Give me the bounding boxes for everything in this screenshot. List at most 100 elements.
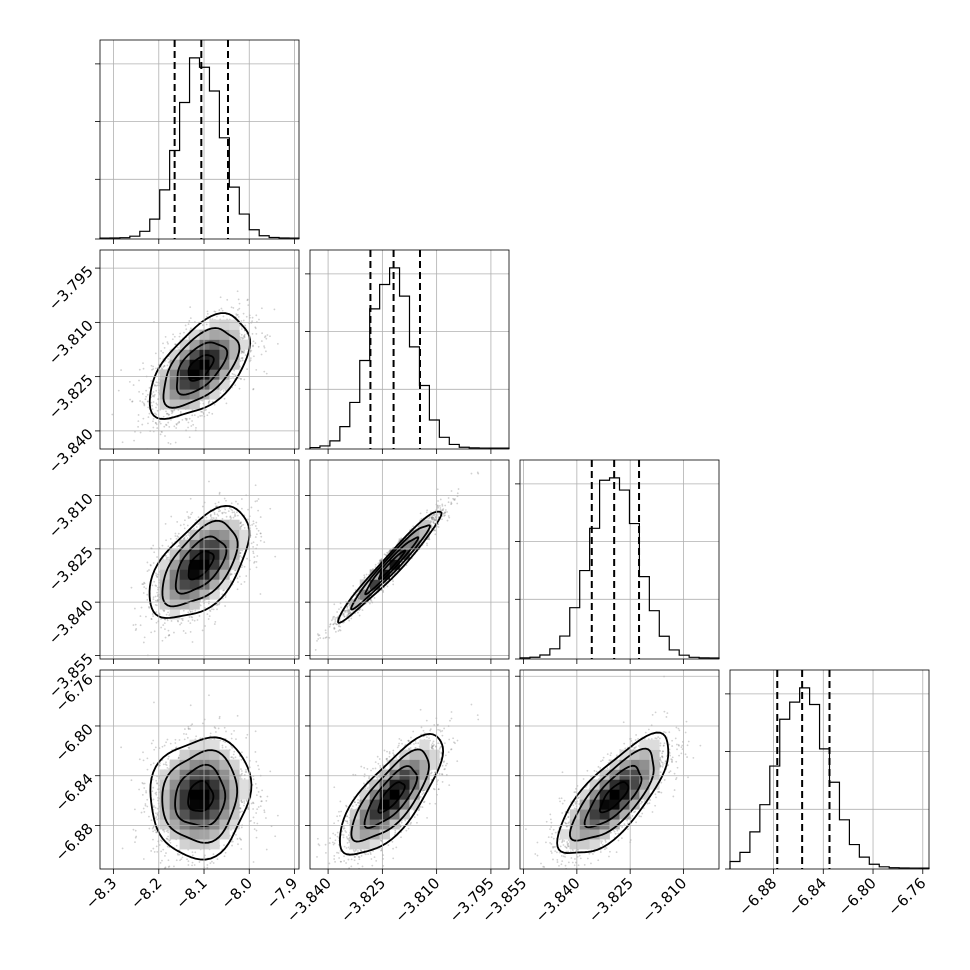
sample-point — [208, 615, 211, 618]
density-cell — [209, 559, 220, 570]
sample-point — [187, 421, 190, 424]
sample-point — [257, 509, 260, 512]
sample-point — [428, 517, 430, 520]
sample-point — [156, 600, 159, 603]
sample-point — [198, 615, 201, 617]
sample-point — [430, 517, 433, 519]
sample-point — [205, 408, 208, 411]
sample-point — [191, 619, 194, 621]
sample-point — [156, 576, 159, 578]
sample-point — [216, 604, 218, 607]
sample-point — [221, 309, 224, 312]
sample-point — [187, 611, 190, 614]
sample-point — [167, 414, 170, 416]
sample-point — [254, 326, 257, 329]
sample-point — [263, 346, 266, 349]
sample-point — [263, 345, 265, 348]
sample-point — [243, 350, 246, 352]
sample-point — [154, 422, 157, 425]
sample-point — [206, 310, 209, 313]
sample-point — [240, 525, 243, 528]
sample-point — [251, 332, 254, 335]
sample-point — [159, 422, 162, 425]
sample-point — [176, 619, 179, 622]
sample-point — [234, 569, 237, 572]
sample-point — [338, 623, 341, 626]
sample-point — [265, 337, 268, 340]
sample-point — [165, 424, 168, 427]
sample-point — [156, 575, 158, 578]
sample-point — [241, 351, 244, 354]
density-cell — [219, 369, 230, 380]
density-cell — [219, 579, 230, 590]
sample-point — [131, 400, 134, 403]
density-cell — [229, 519, 240, 530]
sample-point — [241, 359, 244, 362]
sample-point — [141, 423, 144, 426]
sample-point — [243, 335, 245, 337]
sample-point — [176, 546, 179, 548]
sample-point — [133, 439, 135, 442]
sample-point — [336, 616, 339, 619]
sample-point — [177, 544, 180, 547]
sample-point — [146, 598, 149, 601]
sample-point — [246, 557, 248, 560]
sample-point — [257, 345, 260, 348]
sample-point — [259, 593, 262, 595]
sample-point — [185, 418, 188, 420]
sample-point — [229, 516, 232, 518]
density-cell — [169, 559, 180, 570]
sample-point — [177, 532, 180, 535]
sample-point — [211, 412, 214, 415]
sample-point — [222, 315, 225, 318]
sample-point — [180, 617, 183, 620]
sample-point — [156, 556, 158, 558]
sample-point — [208, 609, 211, 612]
sample-point — [205, 315, 208, 318]
sample-point — [236, 514, 239, 517]
sample-point — [269, 335, 271, 338]
sample-point — [243, 526, 246, 529]
density-cell — [219, 329, 230, 340]
sample-point — [164, 628, 166, 630]
sample-point — [216, 513, 219, 516]
sample-point — [121, 441, 124, 444]
sample-point — [154, 584, 157, 587]
sample-point — [150, 618, 153, 621]
sample-point — [240, 522, 242, 524]
sample-point — [193, 619, 196, 622]
sample-point — [159, 357, 162, 360]
density-cell — [189, 399, 200, 410]
sample-point — [441, 504, 444, 507]
sample-point — [157, 598, 159, 601]
density-cell — [199, 379, 210, 390]
sample-point — [240, 333, 243, 336]
sample-point — [167, 556, 169, 559]
sample-point — [239, 554, 242, 557]
sample-point — [148, 606, 151, 609]
sample-point — [194, 609, 197, 612]
sample-point — [216, 603, 219, 606]
sample-point — [139, 431, 142, 434]
sample-point — [165, 410, 167, 413]
sample-point — [229, 579, 232, 582]
sample-point — [235, 511, 238, 514]
sample-point — [255, 332, 258, 335]
sample-point — [190, 513, 193, 516]
sample-point — [208, 480, 210, 483]
density-cell — [159, 599, 170, 610]
density-cell — [229, 559, 240, 570]
contour-level-3 — [148, 504, 251, 619]
sample-point — [256, 555, 259, 557]
sample-point — [156, 409, 159, 412]
sample-point — [237, 313, 239, 316]
sample-point — [201, 629, 204, 632]
sample-point — [240, 350, 242, 352]
sample-point — [251, 524, 254, 526]
sample-point — [154, 412, 156, 415]
sample-point — [155, 406, 157, 409]
density-cell — [169, 389, 180, 400]
density-cell — [199, 559, 210, 570]
sample-point — [164, 636, 167, 639]
